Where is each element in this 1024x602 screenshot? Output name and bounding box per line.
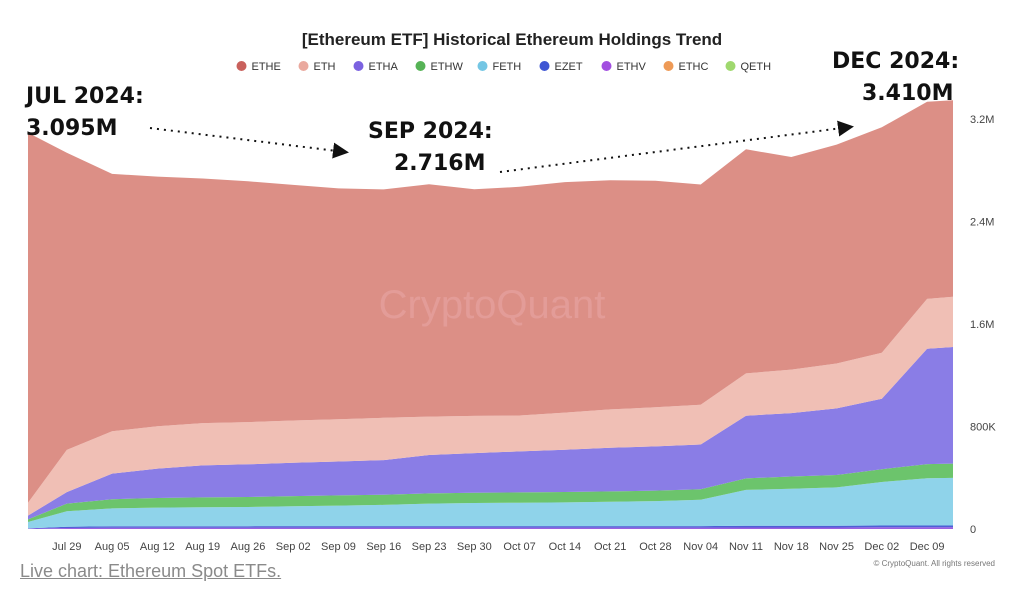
area-ethe[interactable] — [28, 100, 953, 503]
legend-item-eth[interactable]: ETH — [298, 61, 336, 73]
area-ethw[interactable] — [28, 463, 953, 522]
x-tick-label: Nov 18 — [774, 541, 809, 553]
chart-title: [Ethereum ETF] Historical Ethereum Holdi… — [302, 30, 722, 49]
y-tick-label: 0 — [970, 524, 976, 536]
x-tick-label: Sep 16 — [366, 541, 401, 553]
x-tick-label: Dec 02 — [864, 541, 899, 553]
y-tick-label: 3.2M — [970, 114, 994, 126]
legend: ETHE ETH ETHA ETHW FETH EZET ETHV ETHC QETH — [236, 61, 772, 73]
legend-swatch — [539, 61, 550, 71]
legend-item-ethc[interactable]: ETHC — [663, 61, 709, 73]
live-chart-link[interactable]: Live chart: Ethereum Spot ETFs. — [20, 561, 282, 581]
legend-label: ETH — [314, 61, 336, 73]
legend-label: ETHW — [431, 61, 464, 73]
annotation-date: SEP 2024: — [368, 119, 493, 144]
x-tick-label: Oct 07 — [503, 541, 535, 553]
legend-swatch — [725, 61, 736, 71]
stacked-areas — [28, 100, 953, 529]
annotation-value: 2.716M — [394, 151, 485, 176]
area-eth[interactable] — [28, 296, 953, 516]
legend-label: ETHV — [617, 61, 647, 73]
annotation-2: SEP 2024: 2.716M — [368, 119, 493, 176]
x-tick-label: Aug 05 — [95, 541, 130, 553]
legend-swatch — [477, 61, 488, 71]
legend-swatch — [415, 61, 426, 71]
legend-label: FETH — [493, 61, 522, 73]
area-etha[interactable] — [28, 347, 953, 520]
legend-item-feth[interactable]: FETH — [477, 61, 522, 73]
x-tick-label: Sep 23 — [412, 541, 447, 553]
x-tick-label: Dec 09 — [910, 541, 945, 553]
annotations: JUL 2024: 3.095M SEP 2024: 2.716M DEC 2024: 3… — [24, 49, 959, 176]
legend-swatch — [601, 61, 612, 71]
x-tick-label: Oct 21 — [594, 541, 626, 553]
watermark: CryptoQuant — [379, 283, 606, 327]
legend-item-ezet[interactable]: EZET — [539, 61, 583, 73]
legend-label: ETHA — [369, 61, 399, 73]
x-tick-label: Aug 12 — [140, 541, 175, 553]
x-tick-label: Sep 09 — [321, 541, 356, 553]
annotation-3: DEC 2024: 3.410M — [832, 49, 959, 106]
legend-item-ethe[interactable]: ETHE — [236, 61, 281, 73]
annotation-date: DEC 2024: — [832, 49, 959, 74]
annotation-date: JUL 2024: — [24, 84, 144, 109]
area-feth[interactable] — [28, 477, 953, 529]
legend-label: ETHE — [252, 61, 281, 73]
area-ethv[interactable] — [28, 527, 953, 529]
x-tick-label: Nov 25 — [819, 541, 854, 553]
annotation-arrow — [149, 127, 349, 159]
legend-swatch — [298, 61, 309, 71]
x-tick-label: Oct 28 — [639, 541, 671, 553]
x-tick-label: Sep 30 — [457, 541, 492, 553]
legend-swatch — [353, 61, 364, 71]
x-tick-label: Jul 29 — [52, 541, 81, 553]
x-tick-label: Oct 14 — [549, 541, 581, 553]
x-tick-label: Sep 02 — [276, 541, 311, 553]
annotation-arrow — [499, 120, 854, 173]
x-axis: Jul 29 Aug 05 Aug 12 Aug 19 Aug 26 Sep 02 Sep … — [52, 541, 944, 553]
legend-item-qeth[interactable]: QETH — [725, 61, 772, 73]
annotation-1: JUL 2024: 3.095M — [24, 84, 144, 141]
annotation-value: 3.410M — [862, 81, 953, 106]
x-tick-label: Nov 11 — [729, 541, 763, 553]
legend-item-ethw[interactable]: ETHW — [415, 61, 464, 73]
y-tick-label: 2.4M — [970, 217, 994, 229]
legend-label: EZET — [555, 61, 583, 73]
x-tick-label: Nov 04 — [683, 541, 718, 553]
legend-item-etha[interactable]: ETHA — [353, 61, 399, 73]
credit-text: © CryptoQuant. All rights reserved — [874, 559, 996, 568]
area-ezet[interactable] — [28, 525, 953, 529]
legend-swatch — [663, 61, 674, 71]
legend-swatch — [236, 61, 247, 71]
legend-item-ethv[interactable]: ETHV — [601, 61, 647, 73]
x-tick-label: Aug 26 — [230, 541, 265, 553]
legend-label: ETHC — [679, 61, 709, 73]
y-axis: 0 800K 1.6M 2.4M 3.2M — [970, 114, 996, 536]
y-tick-label: 1.6M — [970, 319, 994, 331]
legend-label: QETH — [741, 61, 772, 73]
y-tick-label: 800K — [970, 422, 996, 434]
annotation-value: 3.095M — [26, 116, 117, 141]
x-tick-label: Aug 19 — [185, 541, 220, 553]
